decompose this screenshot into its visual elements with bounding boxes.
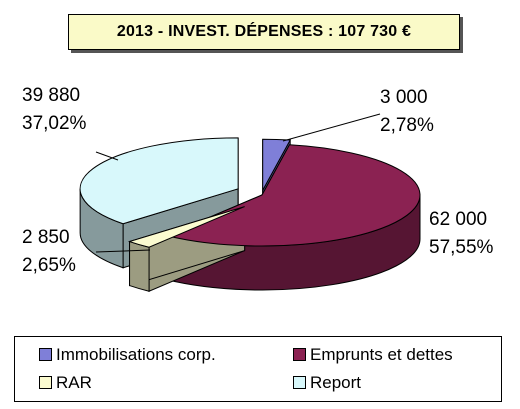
- slice-rar: [127, 206, 245, 248]
- legend-item-report: Report: [293, 373, 361, 393]
- legend-label: RAR: [56, 373, 92, 392]
- data-label-percent-immobilisations: 2,78%: [380, 115, 434, 136]
- legend-swatch: [293, 348, 306, 361]
- legend-label: Report: [310, 373, 362, 392]
- data-label-percent-report: 37,02%: [22, 113, 87, 134]
- legend-item-emprunts: Emprunts et dettes: [293, 345, 453, 365]
- chart-title: 2013 - INVEST. DÉPENSES : 107 730 €: [68, 14, 460, 50]
- pie-chart: 3 000 2,78% 62 000 57,55% 2 850 2,65% 39 880 37…: [22, 85, 494, 292]
- data-label-value-immobilisations: 3 000: [380, 87, 428, 108]
- data-label-percent-rar: 2,65%: [22, 255, 76, 276]
- slice-report: [79, 137, 239, 225]
- leader-line-rar: [95, 249, 151, 253]
- legend-item-immobilisations: Immobilisations corp.: [39, 345, 216, 365]
- data-label-value-rar: 2 850: [22, 227, 70, 248]
- chart-legend: Immobilisations corp. Emprunts et dettes…: [14, 336, 502, 402]
- data-label-percent-emprunts: 57,55%: [429, 237, 494, 258]
- legend-swatch: [39, 376, 52, 389]
- legend-swatch: [39, 348, 52, 361]
- leader-line-report: [95, 151, 119, 161]
- legend-item-rar: RAR: [39, 373, 92, 393]
- slice-rar-side: [129, 240, 150, 292]
- legend-label: Immobilisations corp.: [56, 345, 216, 364]
- legend-swatch: [293, 376, 306, 389]
- slice-emprunts: [164, 144, 421, 247]
- leader-line-immobilisations: [282, 113, 381, 142]
- legend-label: Emprunts et dettes: [310, 345, 453, 364]
- data-label-value-emprunts: 62 000: [429, 209, 487, 230]
- slice-immobilisations: [262, 138, 292, 191]
- data-label-value-report: 39 880: [22, 85, 80, 106]
